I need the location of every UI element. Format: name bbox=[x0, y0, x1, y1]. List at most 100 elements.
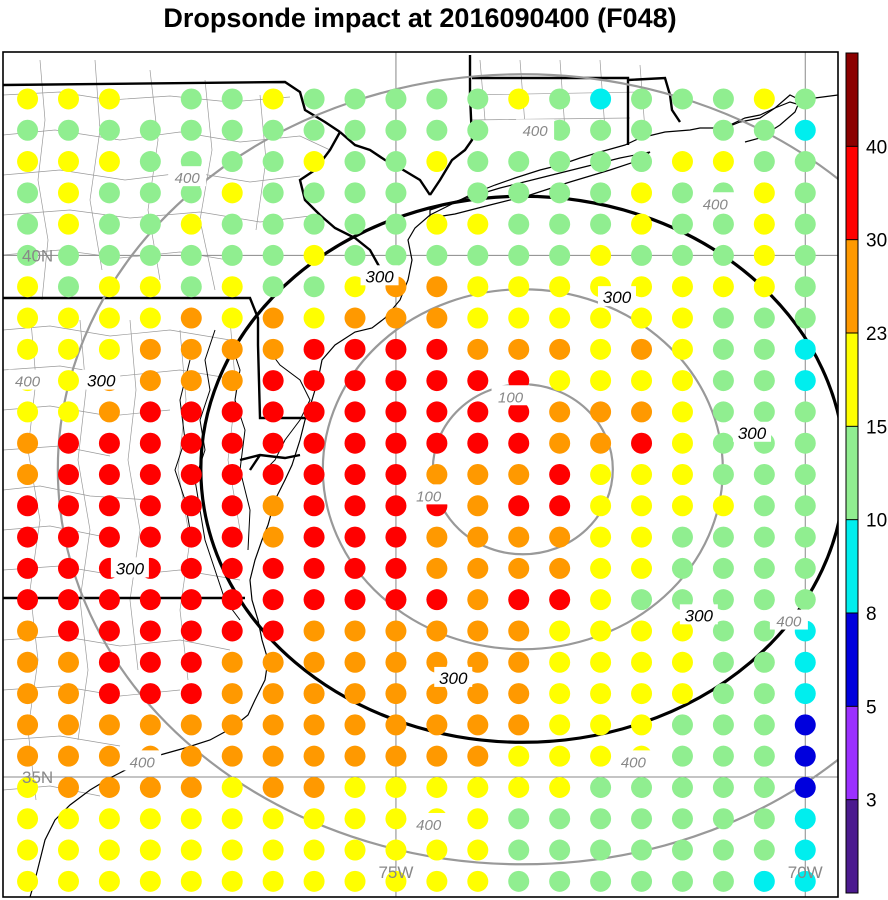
impact-dot bbox=[794, 870, 816, 892]
impact-dot bbox=[262, 119, 284, 141]
impact-dot bbox=[753, 464, 775, 485]
impact-dot bbox=[753, 870, 775, 892]
impact-dot bbox=[344, 620, 366, 642]
impact-dot bbox=[385, 370, 407, 392]
impact-dot bbox=[17, 589, 39, 611]
impact-dot bbox=[794, 401, 816, 423]
contour-label-400: 400 bbox=[621, 754, 647, 771]
impact-dot bbox=[753, 119, 775, 141]
impact-dot bbox=[426, 714, 448, 736]
impact-dot bbox=[139, 495, 161, 517]
impact-dot bbox=[508, 244, 530, 266]
impact-dot bbox=[262, 401, 284, 423]
impact-dot bbox=[467, 119, 489, 141]
impact-dot bbox=[262, 370, 284, 392]
impact-dot bbox=[385, 557, 407, 579]
impact-dot bbox=[17, 307, 39, 329]
impact-dot bbox=[57, 745, 79, 767]
impact-dot bbox=[794, 808, 816, 830]
colorbar-swatch bbox=[846, 426, 858, 520]
impact-dot bbox=[794, 213, 816, 235]
impact-dot bbox=[467, 557, 489, 579]
impact-dot bbox=[98, 589, 120, 611]
impact-dot bbox=[180, 589, 202, 611]
impact-dot bbox=[98, 683, 120, 705]
impact-dot bbox=[631, 244, 653, 266]
impact-dot bbox=[467, 776, 489, 798]
impact-dot bbox=[712, 808, 734, 830]
impact-dot bbox=[385, 776, 407, 798]
impact-dot bbox=[508, 745, 530, 767]
colorbar-swatch bbox=[846, 239, 858, 333]
impact-dot bbox=[631, 370, 653, 392]
impact-dot bbox=[139, 839, 161, 861]
impact-dot bbox=[631, 213, 653, 235]
impact-dot bbox=[794, 338, 816, 360]
impact-dot bbox=[180, 213, 202, 235]
impact-dot bbox=[57, 526, 79, 548]
impact-dot bbox=[221, 839, 243, 861]
impact-dot bbox=[262, 557, 284, 579]
impact-dot bbox=[262, 745, 284, 767]
impact-dot bbox=[57, 213, 79, 235]
contour-label-bg bbox=[597, 286, 636, 307]
impact-dot bbox=[508, 182, 530, 204]
impact-dot bbox=[221, 276, 243, 298]
impact-dot bbox=[180, 182, 202, 204]
impact-dot bbox=[549, 88, 571, 110]
impact-dot bbox=[344, 244, 366, 266]
impact-dot bbox=[180, 714, 202, 736]
impact-dot bbox=[671, 839, 693, 861]
contour-label-bg bbox=[614, 750, 653, 771]
contour-label-400: 400 bbox=[776, 614, 802, 631]
impact-dot bbox=[467, 151, 489, 173]
impact-dot bbox=[549, 745, 571, 767]
impact-dot bbox=[17, 526, 39, 548]
impact-dot bbox=[17, 88, 39, 110]
impact-dot bbox=[549, 119, 571, 141]
impact-dot bbox=[671, 620, 693, 642]
impact-dot bbox=[794, 589, 816, 611]
impact-dot bbox=[57, 683, 79, 705]
impact-dot bbox=[590, 370, 612, 392]
impact-dot bbox=[753, 526, 775, 548]
impact-dot bbox=[57, 589, 79, 611]
impact-dot bbox=[426, 276, 448, 298]
impact-dot bbox=[303, 244, 325, 266]
colorbar-label: 10 bbox=[866, 511, 887, 532]
impact-dot bbox=[262, 151, 284, 173]
impact-dot bbox=[753, 276, 775, 298]
impact-dot bbox=[180, 88, 202, 110]
impact-dot bbox=[139, 338, 161, 360]
impact-dot bbox=[17, 651, 39, 673]
colorbar-swatch bbox=[846, 146, 858, 240]
impact-dot bbox=[426, 370, 448, 392]
colorbar-label: 3 bbox=[866, 791, 877, 812]
impact-dot bbox=[794, 464, 816, 485]
impact-dot bbox=[98, 651, 120, 673]
contour-label-400: 400 bbox=[130, 754, 156, 771]
impact-dot bbox=[753, 776, 775, 798]
impact-dot bbox=[671, 808, 693, 830]
impact-dot bbox=[671, 401, 693, 423]
impact-dot bbox=[262, 526, 284, 548]
impact-dot bbox=[753, 151, 775, 173]
impact-dot bbox=[753, 839, 775, 861]
impact-dot bbox=[17, 182, 39, 204]
impact-dot bbox=[671, 338, 693, 360]
impact-dot bbox=[671, 714, 693, 736]
impact-dot bbox=[221, 119, 243, 141]
impact-dot bbox=[712, 589, 734, 611]
impact-dot bbox=[631, 307, 653, 329]
impact-dot bbox=[262, 620, 284, 642]
impact-dot bbox=[671, 370, 693, 392]
impact-dot bbox=[303, 870, 325, 892]
contour-label-100: 100 bbox=[416, 488, 442, 505]
impact-dot bbox=[57, 244, 79, 266]
impact-dot bbox=[508, 495, 530, 517]
impact-dot bbox=[712, 683, 734, 705]
impact-dot bbox=[712, 839, 734, 861]
impact-dot bbox=[344, 151, 366, 173]
contour-label-bg bbox=[82, 369, 121, 390]
